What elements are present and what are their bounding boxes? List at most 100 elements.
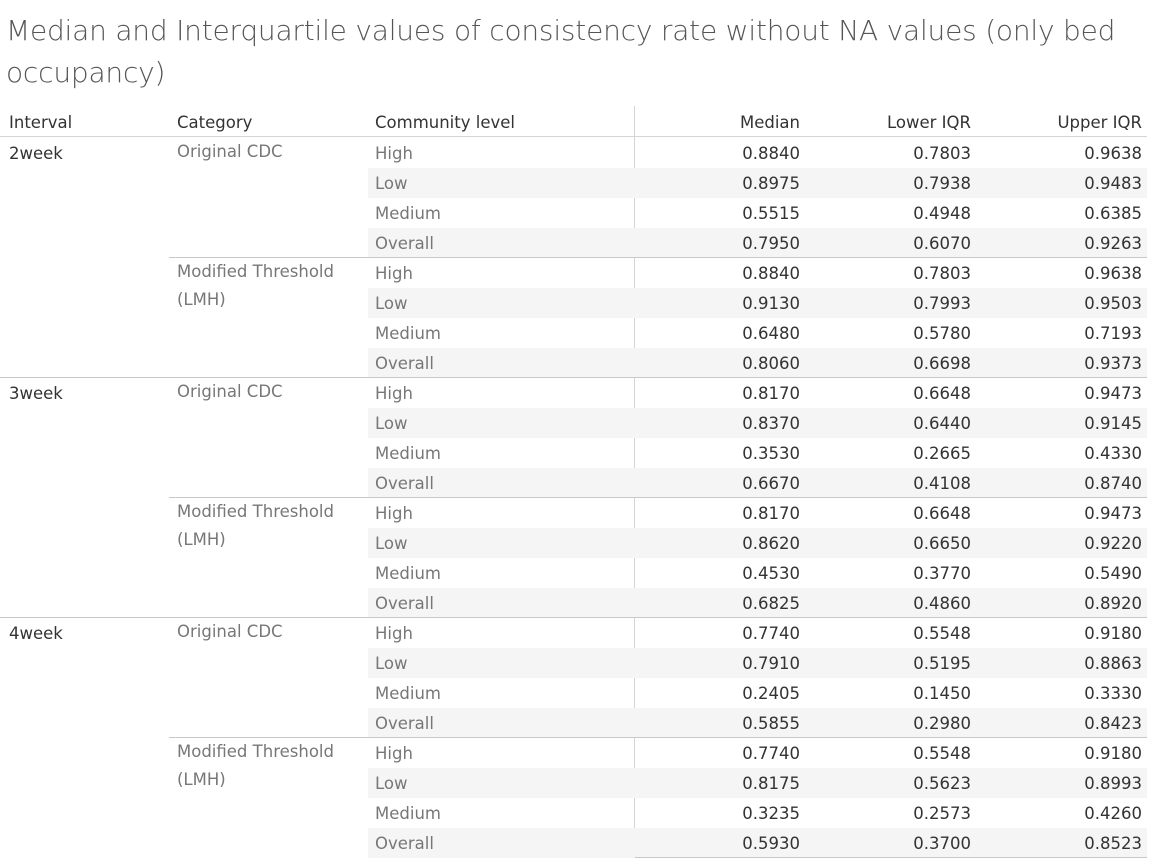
community-level-cell: Low xyxy=(375,774,408,793)
upper-iqr-cell: 0.9373 xyxy=(1084,354,1142,373)
row-band xyxy=(368,828,635,858)
row-band xyxy=(368,648,635,678)
row-band xyxy=(368,228,635,258)
category-label: Original CDC xyxy=(177,622,283,641)
median-cell: 0.7740 xyxy=(742,744,800,763)
community-level-cell: Medium xyxy=(375,324,441,343)
lower-iqr-cell: 0.2980 xyxy=(913,714,971,733)
upper-iqr-cell: 0.9473 xyxy=(1084,504,1142,523)
lower-iqr-cell: 0.7803 xyxy=(913,264,971,283)
community-level-cell: High xyxy=(375,744,413,763)
lower-iqr-cell: 0.5780 xyxy=(913,324,971,343)
median-cell: 0.4530 xyxy=(742,564,800,583)
lower-iqr-cell: 0.6648 xyxy=(913,504,971,523)
lower-iqr-cell: 0.7993 xyxy=(913,294,971,313)
median-cell: 0.6825 xyxy=(742,594,800,613)
interval-label: 2week xyxy=(9,144,63,163)
upper-iqr-cell: 0.8920 xyxy=(1084,594,1142,613)
row-band xyxy=(635,168,1147,198)
interval-label: 3week xyxy=(9,384,63,403)
community-level-cell: Overall xyxy=(375,234,434,253)
category-label: Modified Threshold (LMH) xyxy=(177,502,334,549)
row-band xyxy=(635,768,1147,798)
community-level-cell: High xyxy=(375,624,413,643)
community-level-cell: Overall xyxy=(375,714,434,733)
category-separator xyxy=(169,737,1147,738)
community-level-cell: Overall xyxy=(375,834,434,853)
lower-iqr-cell: 0.3770 xyxy=(913,564,971,583)
row-band xyxy=(635,468,1147,498)
upper-iqr-cell: 0.6385 xyxy=(1084,204,1142,223)
category-separator xyxy=(169,257,1147,258)
community-level-cell: High xyxy=(375,384,413,403)
upper-iqr-cell: 0.4260 xyxy=(1084,804,1142,823)
row-band xyxy=(368,708,635,738)
upper-iqr-cell: 0.8863 xyxy=(1084,654,1142,673)
upper-iqr-cell: 0.8423 xyxy=(1084,714,1142,733)
lower-iqr-cell: 0.3700 xyxy=(913,834,971,853)
category-label: Modified Threshold (LMH) xyxy=(177,262,334,309)
median-cell: 0.2405 xyxy=(742,684,800,703)
median-cell: 0.7950 xyxy=(742,234,800,253)
interval-label: 4week xyxy=(9,624,63,643)
lower-iqr-cell: 0.1450 xyxy=(913,684,971,703)
median-cell: 0.7740 xyxy=(742,624,800,643)
row-band xyxy=(635,228,1147,258)
upper-iqr-cell: 0.9638 xyxy=(1084,144,1142,163)
community-level-cell: Low xyxy=(375,414,408,433)
row-band xyxy=(635,588,1147,618)
median-cell: 0.3235 xyxy=(742,804,800,823)
median-cell: 0.6670 xyxy=(742,474,800,493)
upper-iqr-cell: 0.9638 xyxy=(1084,264,1142,283)
lower-iqr-cell: 0.6070 xyxy=(913,234,971,253)
lower-iqr-cell: 0.5548 xyxy=(913,624,971,643)
header-interval: Interval xyxy=(9,113,73,132)
row-band xyxy=(368,588,635,618)
lower-iqr-cell: 0.6698 xyxy=(913,354,971,373)
row-band xyxy=(635,408,1147,438)
header-divider-right xyxy=(634,136,1147,137)
median-cell: 0.8170 xyxy=(742,504,800,523)
row-band xyxy=(635,528,1147,558)
header-upper-iqr: Upper IQR xyxy=(1057,113,1142,132)
lower-iqr-cell: 0.4948 xyxy=(913,204,971,223)
upper-iqr-cell: 0.9483 xyxy=(1084,174,1142,193)
row-band xyxy=(635,348,1147,378)
row-band xyxy=(635,828,1147,858)
community-level-cell: Low xyxy=(375,174,408,193)
median-cell: 0.8975 xyxy=(742,174,800,193)
median-cell: 0.8170 xyxy=(742,384,800,403)
community-level-cell: Medium xyxy=(375,204,441,223)
lower-iqr-cell: 0.4108 xyxy=(913,474,971,493)
row-band xyxy=(368,528,635,558)
lower-iqr-cell: 0.4860 xyxy=(913,594,971,613)
median-cell: 0.8840 xyxy=(742,144,800,163)
upper-iqr-cell: 0.8993 xyxy=(1084,774,1142,793)
upper-iqr-cell: 0.7193 xyxy=(1084,324,1142,343)
community-level-cell: Low xyxy=(375,534,408,553)
median-cell: 0.5855 xyxy=(742,714,800,733)
row-band xyxy=(368,468,635,498)
upper-iqr-cell: 0.9180 xyxy=(1084,744,1142,763)
median-cell: 0.7910 xyxy=(742,654,800,673)
upper-iqr-cell: 0.9180 xyxy=(1084,624,1142,643)
median-cell: 0.5515 xyxy=(742,204,800,223)
upper-iqr-cell: 0.4330 xyxy=(1084,444,1142,463)
lower-iqr-cell: 0.7803 xyxy=(913,144,971,163)
data-table: Interval Category Community level Median… xyxy=(0,106,1151,858)
community-level-cell: High xyxy=(375,144,413,163)
community-level-cell: Medium xyxy=(375,804,441,823)
upper-iqr-cell: 0.9145 xyxy=(1084,414,1142,433)
header-divider xyxy=(0,136,634,137)
upper-iqr-cell: 0.8523 xyxy=(1084,834,1142,853)
median-cell: 0.3530 xyxy=(742,444,800,463)
header-lower-iqr: Lower IQR xyxy=(887,113,971,132)
community-level-cell: Medium xyxy=(375,564,441,583)
community-level-cell: Low xyxy=(375,654,408,673)
row-band xyxy=(635,288,1147,318)
lower-iqr-cell: 0.5548 xyxy=(913,744,971,763)
table-title: Median and Interquartile values of consi… xyxy=(6,14,1116,89)
upper-iqr-cell: 0.9220 xyxy=(1084,534,1142,553)
upper-iqr-cell: 0.8740 xyxy=(1084,474,1142,493)
community-level-cell: High xyxy=(375,264,413,283)
